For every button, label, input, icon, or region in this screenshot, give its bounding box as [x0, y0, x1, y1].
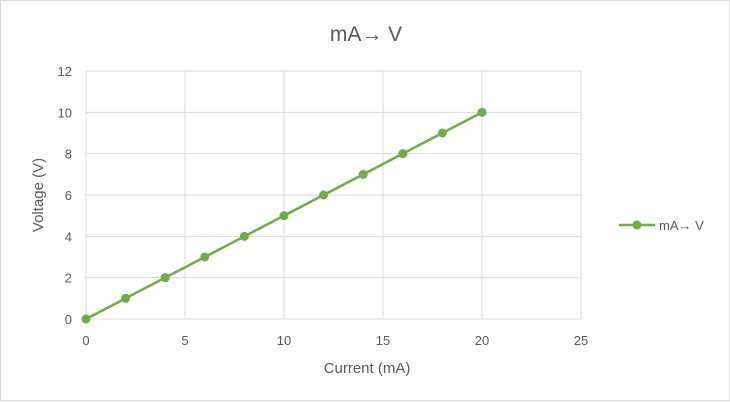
data-point [398, 149, 408, 159]
legend-label: mA→ V [659, 218, 704, 233]
x-tick-label: 0 [82, 333, 89, 348]
y-tick-label: 6 [65, 188, 72, 203]
y-tick-label: 0 [65, 312, 72, 327]
y-tick-label: 4 [65, 229, 72, 244]
data-point [200, 252, 210, 262]
data-point [437, 128, 447, 138]
x-axis-title: Current (mA) [324, 360, 411, 377]
data-point [239, 231, 249, 241]
y-tick-label: 10 [58, 105, 72, 120]
gridlines [85, 70, 582, 320]
y-tick-label: 2 [65, 271, 72, 286]
data-point [358, 169, 368, 179]
tick-labels: 0 2 4 6 8 10 12 0 5 10 15 20 25 [58, 64, 589, 348]
y-axis-title: Voltage (V) [30, 158, 47, 232]
data-point [279, 211, 289, 221]
x-tick-label: 20 [475, 333, 489, 348]
data-point [477, 107, 487, 117]
x-tick-label: 5 [181, 333, 188, 348]
data-point [81, 314, 91, 324]
y-tick-label: 12 [58, 64, 72, 79]
x-tick-label: 15 [376, 333, 390, 348]
series-markers [81, 107, 487, 324]
x-tick-label: 10 [277, 333, 291, 348]
x-tick-label: 25 [574, 333, 588, 348]
y-tick-label: 8 [65, 147, 72, 162]
data-point [121, 293, 131, 303]
chart-title: mA→ V [330, 23, 402, 46]
legend-marker-swatch [632, 220, 642, 230]
data-point [160, 273, 170, 283]
data-point [319, 190, 329, 200]
legend: mA→ V [619, 218, 704, 233]
